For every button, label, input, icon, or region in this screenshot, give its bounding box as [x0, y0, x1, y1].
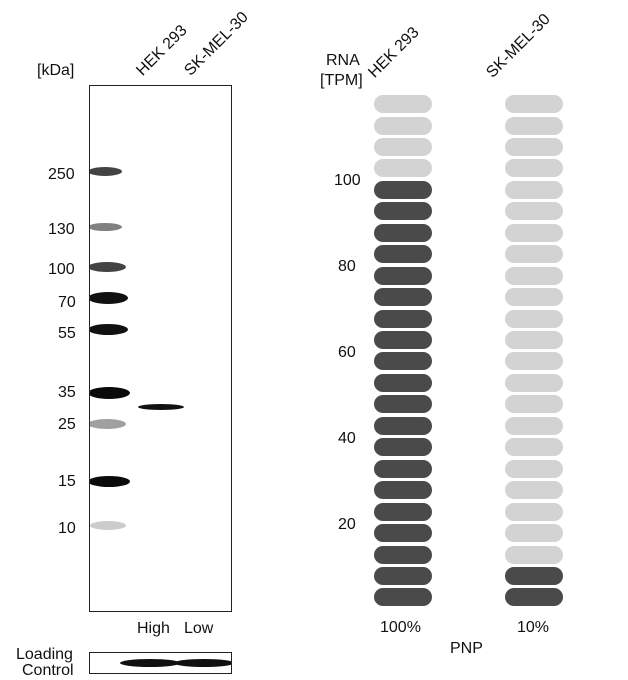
rna-block	[374, 481, 432, 500]
loading-band-hek293	[120, 659, 180, 667]
expression-label-low: Low	[184, 620, 214, 637]
marker-label-10: 10	[58, 520, 76, 537]
rna-block	[374, 95, 432, 113]
marker-label-25: 25	[58, 416, 76, 433]
rna-block	[374, 373, 432, 392]
rna-block	[374, 309, 432, 328]
rna-lane-label-hek293: HEK 293	[365, 23, 423, 82]
rna-block	[505, 330, 563, 349]
rna-block	[505, 502, 563, 521]
rna-block	[374, 159, 432, 178]
western-blot-image	[89, 85, 232, 612]
ladder-band-10	[90, 521, 126, 530]
rna-percent-hek293: 100%	[380, 619, 421, 636]
marker-label-100: 100	[48, 261, 75, 278]
rna-block	[505, 524, 563, 542]
rna-block	[505, 95, 563, 113]
rna-block	[374, 416, 432, 435]
rna-block	[374, 588, 432, 607]
rna-block	[505, 588, 563, 607]
rna-block	[374, 288, 432, 306]
rna-block	[505, 438, 563, 457]
rna-tick-60: 60	[338, 344, 356, 361]
rna-block	[505, 202, 563, 221]
rna-tick-100: 100	[334, 172, 361, 189]
marker-label-250: 250	[48, 166, 75, 183]
rna-block	[374, 223, 432, 242]
rna-tick-40: 40	[338, 430, 356, 447]
rna-block	[374, 245, 432, 264]
rna-block	[505, 459, 563, 478]
rna-tick-80: 80	[338, 258, 356, 275]
rna-block	[374, 330, 432, 349]
loading-control-label-line1: Loading	[16, 646, 73, 663]
rna-block	[505, 566, 563, 585]
ladder-band-250	[90, 167, 122, 176]
marker-label-35: 35	[58, 384, 76, 401]
rna-block	[505, 373, 563, 392]
rna-block	[374, 352, 432, 371]
loading-band-skmel30	[174, 659, 231, 667]
ladder-band-100	[90, 262, 126, 272]
rna-block	[505, 481, 563, 500]
marker-label-15: 15	[58, 473, 76, 490]
rna-block	[505, 309, 563, 328]
loading-control-label-line2: Control	[22, 662, 74, 679]
rna-axis-title-line2: [TPM]	[320, 72, 363, 89]
rna-block	[505, 395, 563, 414]
rna-block	[374, 202, 432, 221]
rna-block	[374, 137, 432, 156]
rna-block	[374, 395, 432, 414]
rna-percent-skmel30: 10%	[517, 619, 550, 636]
rna-block	[505, 545, 563, 564]
rna-block	[374, 266, 432, 285]
loading-control-blot	[89, 652, 232, 674]
rna-block	[505, 180, 563, 199]
marker-label-55: 55	[58, 325, 76, 342]
rna-block	[505, 159, 563, 178]
kda-unit-label: [kDa]	[37, 62, 75, 79]
rna-block	[374, 545, 432, 564]
rna-block	[374, 524, 432, 542]
blot-lane-label-skmel30: SK-MEL-30	[181, 8, 252, 80]
gene-name-label: PNP	[450, 640, 483, 657]
rna-block	[505, 416, 563, 435]
ladder-band-25	[90, 419, 126, 429]
rna-block	[505, 116, 563, 135]
rna-block	[505, 352, 563, 371]
sample-band-hek293	[138, 404, 184, 410]
ladder-band-55	[90, 324, 128, 335]
rna-axis-title-line1: RNA	[326, 52, 360, 69]
ladder-band-35	[90, 387, 130, 399]
expression-label-high: High	[137, 620, 170, 637]
rna-block	[374, 459, 432, 478]
rna-block	[374, 566, 432, 585]
ladder-band-15	[90, 476, 130, 487]
rna-block	[374, 116, 432, 135]
marker-label-130: 130	[48, 221, 75, 238]
rna-block	[505, 266, 563, 285]
ladder-band-70	[90, 292, 128, 304]
rna-tick-20: 20	[338, 516, 356, 533]
rna-block	[374, 180, 432, 199]
rna-block	[505, 245, 563, 264]
rna-lane-label-skmel30: SK-MEL-30	[483, 10, 554, 82]
rna-block	[374, 502, 432, 521]
rna-block	[505, 288, 563, 306]
rna-block	[505, 223, 563, 242]
rna-block	[374, 438, 432, 457]
ladder-band-130	[90, 223, 122, 231]
marker-label-70: 70	[58, 294, 76, 311]
rna-block	[505, 137, 563, 156]
blot-lane-label-hek293: HEK 293	[133, 21, 191, 80]
